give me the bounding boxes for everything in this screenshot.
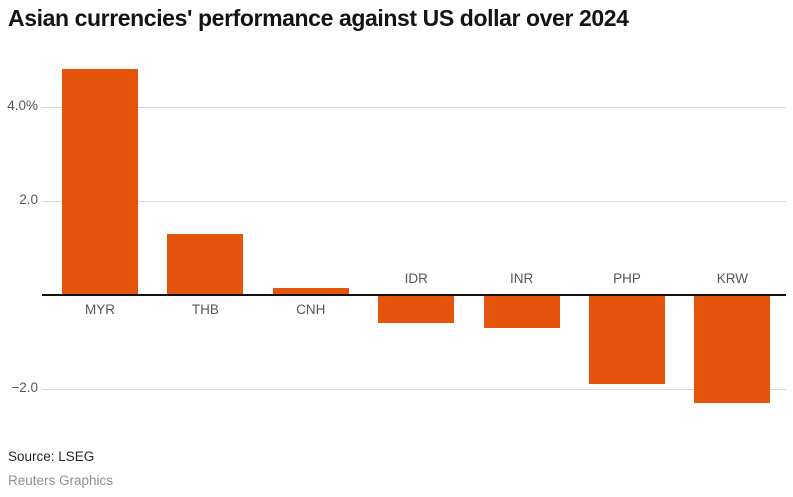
bar [378,295,455,324]
credit-note: Reuters Graphics [8,473,114,488]
bar [167,233,244,295]
category-label: KRW [716,271,749,286]
zero-axis-line [42,293,786,296]
bar [589,295,665,385]
category-label: MYR [85,302,115,317]
y-tick-label: 4.0% [7,98,38,113]
bar [62,69,138,295]
bar [694,295,771,404]
source-note: Source: LSEG [8,449,95,464]
category-label: THB [191,302,219,317]
chart-title: Asian currencies' performance against US… [8,5,629,31]
y-tick-label: 2.0 [19,192,38,207]
bar [483,295,560,328]
category-label: INR [509,271,534,286]
category-label: PHP [613,271,641,286]
gridline [42,200,786,202]
gridline [42,106,786,108]
category-label: CNH [296,302,326,317]
y-tick-label: −2.0 [11,380,38,395]
category-label: IDR [404,271,428,286]
bar [272,287,349,295]
gridline [42,388,786,390]
